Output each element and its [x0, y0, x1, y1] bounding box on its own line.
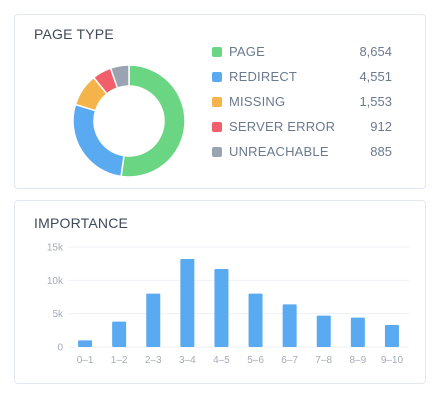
- page-type-title: PAGE TYPE: [34, 26, 114, 42]
- legend-item: UNREACHABLE 885: [212, 142, 392, 167]
- x-tick-label: 0–1: [77, 355, 94, 366]
- bar-5: [248, 293, 263, 347]
- legend-label: UNREACHABLE: [229, 144, 329, 159]
- bar-3: [180, 259, 195, 347]
- legend-swatch: [212, 122, 222, 132]
- importance-title: IMPORTANCE: [34, 215, 129, 231]
- legend-value: 912: [370, 119, 392, 134]
- legend-item: REDIRECT 4,551: [212, 67, 392, 92]
- page-type-legend: PAGE 8,654 REDIRECT 4,551 MISSING 1,553 SERVER…: [212, 42, 392, 167]
- donut-slice-unreachable: [109, 64, 130, 89]
- bar-1: [112, 321, 127, 347]
- donut-slice-redirect: [72, 103, 125, 178]
- bar-9: [384, 325, 399, 347]
- page-type-card: PAGE TYPE PAGE 8,654 REDIRECT 4,551 MISSING 1…: [14, 14, 426, 189]
- legend-item: SERVER ERROR 912: [212, 117, 392, 142]
- bar-7: [316, 315, 331, 347]
- legend-value: 4,551: [359, 69, 392, 84]
- legend-swatch: [212, 147, 222, 157]
- y-tick-label: 5k: [52, 309, 64, 320]
- x-tick-label: 7–8: [315, 355, 332, 366]
- x-tick-label: 8–9: [350, 355, 367, 366]
- x-tick-label: 6–7: [281, 355, 298, 366]
- legend-value: 885: [370, 144, 392, 159]
- x-tick-label: 1–2: [111, 355, 128, 366]
- x-tick-label: 3–4: [179, 355, 196, 366]
- bar-0: [78, 340, 93, 347]
- bar-2: [146, 293, 161, 347]
- legend-label: PAGE: [229, 44, 265, 59]
- legend-swatch: [212, 72, 222, 82]
- x-tick-label: 9–10: [381, 355, 404, 366]
- legend-label: REDIRECT: [229, 69, 298, 84]
- y-tick-label: 0: [57, 343, 63, 354]
- legend-value: 1,553: [359, 94, 392, 109]
- bar-8: [350, 317, 365, 347]
- legend-swatch: [212, 97, 222, 107]
- y-tick-label: 10k: [47, 276, 64, 287]
- donut-slice-page: [120, 64, 186, 178]
- legend-swatch: [212, 47, 222, 57]
- importance-bar-chart: 0 5k 10k 15k 0–1 1–2 2–3 3–4 4–5 5–6 6–7 7–8 8–9 9–10: [47, 243, 409, 366]
- y-tick-label: 15k: [47, 243, 64, 254]
- x-tick-label: 5–6: [247, 355, 264, 366]
- importance-card: IMPORTANCE 0 5k 10k 15k 0–1 1–2 2–3 3–4 4–5 5–6 6–…: [14, 200, 426, 384]
- legend-label: MISSING: [229, 94, 286, 109]
- legend-value: 8,654: [359, 44, 392, 59]
- legend-label: SERVER ERROR: [229, 119, 336, 134]
- bar-6: [282, 304, 297, 347]
- x-tick-label: 4–5: [213, 355, 230, 366]
- page-type-donut-chart: [72, 64, 186, 178]
- legend-item: MISSING 1,553: [212, 92, 392, 117]
- x-tick-label: 2–3: [145, 355, 162, 366]
- bar-4: [214, 269, 229, 347]
- legend-item: PAGE 8,654: [212, 42, 392, 67]
